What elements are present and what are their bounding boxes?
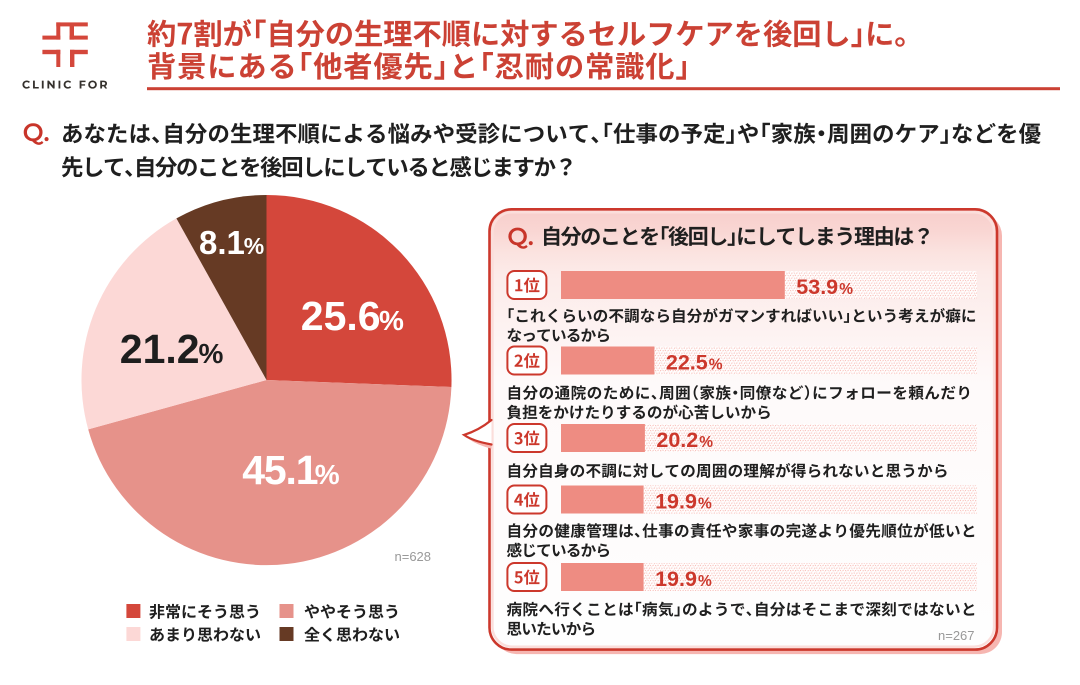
- svg-text:%: %: [839, 281, 853, 298]
- svg-text:45.1: 45.1: [242, 447, 317, 493]
- svg-text:21.2: 21.2: [120, 326, 200, 372]
- svg-text:%: %: [698, 496, 712, 513]
- svg-text:%: %: [698, 573, 712, 590]
- svg-text:n=267: n=267: [938, 628, 975, 643]
- svg-text:19.9: 19.9: [655, 490, 697, 514]
- svg-text:%: %: [315, 459, 340, 490]
- svg-text:%: %: [379, 305, 404, 336]
- svg-text:8.1: 8.1: [199, 224, 245, 261]
- svg-text:20.2: 20.2: [656, 428, 698, 452]
- svg-text:22.5: 22.5: [666, 351, 708, 375]
- svg-text:19.9: 19.9: [655, 567, 697, 591]
- svg-text:%: %: [709, 357, 723, 374]
- svg-text:%: %: [244, 233, 264, 259]
- svg-text:25.6: 25.6: [301, 293, 381, 339]
- svg-text:%: %: [699, 434, 713, 451]
- svg-text:%: %: [199, 338, 224, 369]
- svg-text:n=628: n=628: [395, 549, 432, 564]
- svg-text:53.9: 53.9: [796, 275, 838, 299]
